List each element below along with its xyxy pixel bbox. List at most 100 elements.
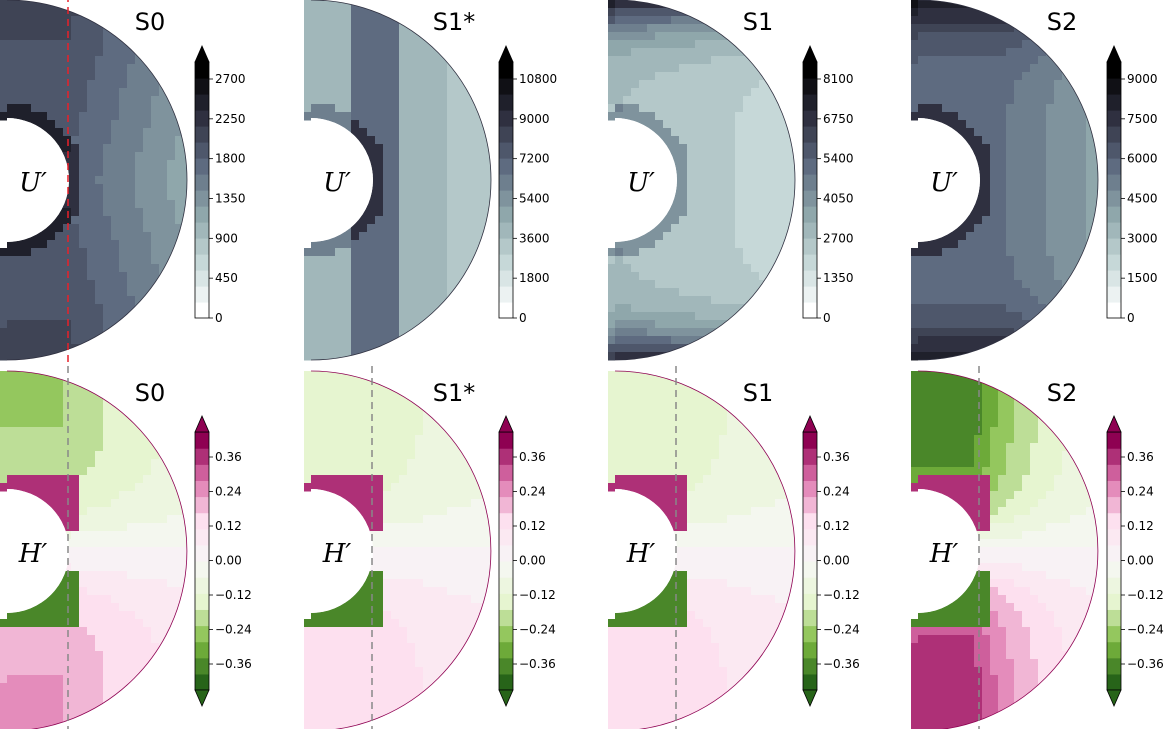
panel-h-2: H′ S1 −0.36 −0.24 −0.12 0.00 0.12 0.24 0.36 bbox=[608, 366, 860, 729]
colorbar-tick-label: −0.24 bbox=[1127, 623, 1164, 637]
colorbar-tick-label: 0.36 bbox=[823, 450, 850, 464]
colorbar-tick-label: 0.00 bbox=[519, 554, 546, 568]
colorbar-tick-label: 0.36 bbox=[215, 450, 242, 464]
colorbar-tick-label: 1350 bbox=[823, 271, 854, 285]
panel-u-1: U′ S1* 0 1800 3600 5400 7200 9000 10800 bbox=[304, 0, 557, 361]
colorbar-tick-label: 9000 bbox=[1127, 72, 1158, 86]
panel-title: S1* bbox=[433, 379, 476, 407]
colorbar-tick-label: −0.36 bbox=[519, 657, 556, 671]
colorbar-tick-label: −0.24 bbox=[519, 623, 556, 637]
left-strip bbox=[911, 0, 918, 361]
colorbar-tick-label: 7200 bbox=[519, 152, 550, 166]
panel-title: S1* bbox=[433, 8, 476, 36]
colorbar-extend-bottom bbox=[1106, 689, 1122, 707]
colorbar-tick-label: −0.12 bbox=[823, 588, 860, 602]
colorbar: 0 1350 2700 4050 5400 6750 8100 bbox=[802, 45, 854, 325]
colorbar-tick-label: −0.12 bbox=[215, 588, 252, 602]
colorbar-tick-label: 8100 bbox=[823, 72, 854, 86]
left-strip bbox=[911, 371, 918, 729]
colorbar-tick-label: −0.36 bbox=[215, 657, 252, 671]
colorbar-tick-label: −0.12 bbox=[1127, 588, 1164, 602]
colorbar-tick-label: −0.36 bbox=[1127, 657, 1164, 671]
colorbar-tick-label: 6750 bbox=[823, 112, 854, 126]
outer-boundary bbox=[917, 370, 1099, 729]
colorbar-tick-label: 5400 bbox=[519, 192, 550, 206]
colorbar-extend-top bbox=[498, 415, 514, 433]
colorbar-tick-label: 10800 bbox=[519, 72, 557, 86]
core bbox=[7, 118, 69, 242]
colorbar-extend-bottom bbox=[498, 689, 514, 707]
core bbox=[918, 489, 980, 613]
left-strip bbox=[304, 371, 311, 729]
colorbar: −0.36 −0.24 −0.12 0.00 0.12 0.24 0.36 bbox=[194, 415, 252, 707]
colorbar-tick-label: 900 bbox=[215, 231, 238, 245]
outer-boundary bbox=[6, 370, 188, 729]
colorbar-tick-label: 0.24 bbox=[823, 485, 850, 499]
field-label: H′ bbox=[18, 539, 48, 569]
colorbar: −0.36 −0.24 −0.12 0.00 0.12 0.24 0.36 bbox=[1106, 415, 1164, 707]
colorbar-extend-top bbox=[498, 45, 514, 63]
colorbar-tick-label: 0.12 bbox=[215, 519, 242, 533]
colorbar: 0 450 900 1350 1800 2250 2700 bbox=[194, 45, 246, 325]
colorbar-extend-top bbox=[194, 415, 210, 433]
panel-title: S0 bbox=[135, 8, 166, 36]
colorbar-tick-label: 0.36 bbox=[519, 450, 546, 464]
colorbar-extend-top bbox=[802, 415, 818, 433]
field-label: H′ bbox=[322, 539, 352, 569]
outer-boundary bbox=[614, 0, 796, 361]
colorbar-tick-label: 0.00 bbox=[823, 554, 850, 568]
field-label: U′ bbox=[19, 168, 47, 198]
panel-title: S2 bbox=[1047, 379, 1078, 407]
colorbar-tick-label: 6000 bbox=[1127, 152, 1158, 166]
colorbar-tick-label: 0.24 bbox=[519, 485, 546, 499]
colorbar: 0 1500 3000 4500 6000 7500 9000 bbox=[1106, 45, 1158, 325]
outer-boundary bbox=[614, 370, 796, 729]
colorbar-extend-bottom bbox=[194, 689, 210, 707]
colorbar-tick-label: 3600 bbox=[519, 231, 550, 245]
left-strip bbox=[608, 371, 615, 729]
colorbar-tick-label: 0.24 bbox=[215, 485, 242, 499]
outer-boundary bbox=[310, 370, 492, 729]
colorbar-tick-label: 0.36 bbox=[1127, 450, 1154, 464]
colorbar-extend-top bbox=[194, 45, 210, 63]
colorbar-tick-label: 1800 bbox=[519, 271, 550, 285]
panel-title: S2 bbox=[1047, 8, 1078, 36]
field-label: U′ bbox=[930, 168, 958, 198]
outer-boundary bbox=[310, 0, 492, 361]
field-label: U′ bbox=[627, 168, 655, 198]
left-strip bbox=[304, 0, 311, 361]
field-label: H′ bbox=[626, 539, 656, 569]
colorbar-tick-label: 1500 bbox=[1127, 271, 1158, 285]
colorbar-extend-bottom bbox=[802, 689, 818, 707]
colorbar-tick-label: 9000 bbox=[519, 112, 550, 126]
core bbox=[615, 489, 677, 613]
core bbox=[311, 118, 373, 242]
colorbar-tick-label: 0.24 bbox=[1127, 485, 1154, 499]
colorbar-tick-label: 450 bbox=[215, 271, 238, 285]
core bbox=[918, 118, 980, 242]
outer-boundary bbox=[917, 0, 1099, 361]
panel-u-2: U′ S1 0 1350 2700 4050 5400 6750 8100 bbox=[608, 0, 854, 361]
panel-title: S0 bbox=[135, 379, 166, 407]
colorbar-tick-label: 0 bbox=[823, 311, 831, 325]
panel-u-0: U′ S0 0 450 900 1350 1800 2250 2700 bbox=[0, 0, 246, 365]
colorbar-tick-label: −0.24 bbox=[823, 623, 860, 637]
colorbar: −0.36 −0.24 −0.12 0.00 0.12 0.24 0.36 bbox=[498, 415, 556, 707]
colorbar-tick-label: −0.12 bbox=[519, 588, 556, 602]
panel-h-0: H′ S0 −0.36 −0.24 −0.12 0.00 0.12 0.24 0.36 bbox=[0, 366, 252, 729]
colorbar-extend-top bbox=[1106, 415, 1122, 433]
colorbar-tick-label: 0.00 bbox=[215, 554, 242, 568]
colorbar-tick-label: 7500 bbox=[1127, 112, 1158, 126]
left-strip bbox=[0, 371, 7, 729]
colorbar-extend-top bbox=[1106, 45, 1122, 63]
colorbar-tick-label: 1350 bbox=[215, 192, 246, 206]
colorbar: 0 1800 3600 5400 7200 9000 10800 bbox=[498, 45, 557, 325]
field-label: H′ bbox=[929, 539, 959, 569]
panel-title: S1 bbox=[743, 379, 774, 407]
core bbox=[615, 118, 677, 242]
panel-h-3: H′ S2 −0.36 −0.24 −0.12 0.00 0.12 0.24 0.36 bbox=[911, 366, 1164, 729]
colorbar-tick-label: 0 bbox=[215, 311, 223, 325]
colorbar-tick-label: 2700 bbox=[823, 231, 854, 245]
